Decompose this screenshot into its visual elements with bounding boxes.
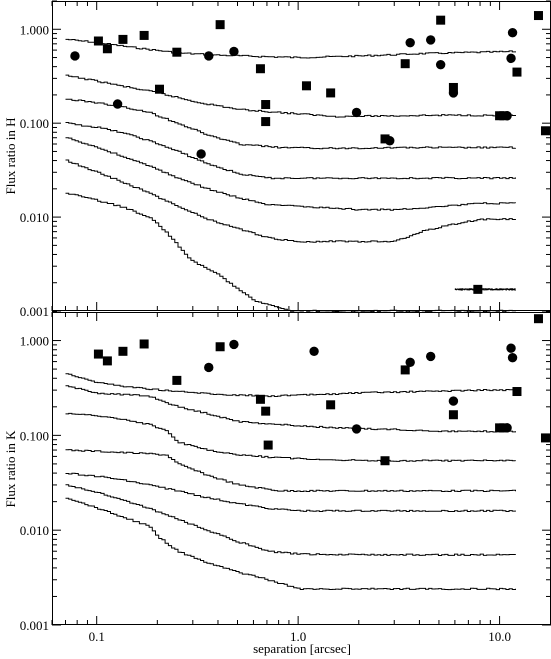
square-marker <box>540 433 550 443</box>
plot-layer: 0.001 0.010 0.100 1.000 0.001 0.010 0.100 1.000… <box>20 0 551 644</box>
panel-bottom: 0.001 0.010 0.100 1.000 0.1 1.0 10.0 <box>20 311 551 644</box>
circle-marker <box>425 351 436 362</box>
contrast-curve <box>65 137 516 211</box>
square-marker <box>436 15 446 25</box>
square-marker <box>255 64 265 74</box>
square-marker <box>154 84 164 94</box>
square-marker <box>448 410 458 420</box>
panel-top: 0.001 0.010 0.100 1.000 <box>20 0 551 319</box>
square-marker <box>301 81 311 91</box>
square-marker <box>263 440 273 450</box>
circle-marker <box>507 352 518 363</box>
square-marker <box>255 394 265 404</box>
square-marker <box>139 339 149 349</box>
plot-frame <box>52 1 551 311</box>
y-tick-label: 1.000 <box>20 334 49 349</box>
square-marker <box>512 67 522 77</box>
y-tick-label: 0.010 <box>20 210 49 225</box>
contrast-curve <box>65 74 516 118</box>
square-marker <box>172 47 182 57</box>
circle-marker <box>502 423 512 433</box>
square-marker <box>512 387 522 397</box>
circle-marker <box>204 51 214 61</box>
square-marker <box>400 365 410 375</box>
square-marker <box>215 342 225 352</box>
square-marker <box>326 400 336 410</box>
square-marker <box>261 406 271 416</box>
contrast-curve <box>65 373 516 398</box>
square-marker <box>261 100 271 110</box>
circle-marker <box>112 99 123 109</box>
circle-marker <box>70 51 80 61</box>
square-marker <box>215 20 225 30</box>
contrast-curve <box>65 484 516 556</box>
contrast-curve <box>65 38 516 59</box>
y-tick-label: 0.001 <box>20 304 49 319</box>
square-marker <box>380 456 390 466</box>
square-marker <box>118 34 128 44</box>
square-marker <box>102 356 112 366</box>
circle-marker <box>229 46 239 57</box>
bottom-panel-ylabel: Flux ratio in K <box>3 430 18 508</box>
contrast-curve <box>65 385 516 433</box>
circle-marker <box>506 343 516 353</box>
circle-marker <box>309 346 319 357</box>
contrast-curve <box>65 122 516 180</box>
square-marker <box>400 59 410 69</box>
x-tick-label: 0.1 <box>89 629 105 644</box>
plot-frame <box>52 312 551 625</box>
y-tick-label: 0.100 <box>20 116 49 131</box>
circle-marker <box>385 136 395 146</box>
square-marker <box>448 82 458 92</box>
square-marker <box>533 11 543 21</box>
contrast-curve <box>65 472 516 512</box>
circle-marker <box>229 339 239 350</box>
y-tick-label: 0.100 <box>20 428 49 443</box>
circle-marker <box>405 37 415 48</box>
circle-marker <box>351 424 362 434</box>
contrast-curve <box>65 159 516 243</box>
square-marker <box>261 117 271 127</box>
circle-marker <box>405 357 415 367</box>
contrast-curve <box>65 497 516 591</box>
square-marker <box>540 126 550 136</box>
contrast-curve <box>454 288 516 291</box>
x-tick-label: 10.0 <box>488 629 511 644</box>
circle-marker <box>448 396 459 406</box>
square-marker <box>326 88 336 98</box>
contrast-curve <box>65 98 516 150</box>
contrast-curve <box>65 449 516 492</box>
y-tick-label: 1.000 <box>20 22 49 37</box>
square-marker <box>102 44 112 54</box>
circle-marker <box>506 53 516 64</box>
circle-marker <box>351 107 362 118</box>
circle-marker <box>502 111 512 121</box>
contrast-curve <box>65 192 516 313</box>
circle-marker <box>507 27 518 38</box>
x-tick-label: 1.0 <box>290 629 306 644</box>
square-marker <box>380 134 390 144</box>
circle-marker <box>425 35 436 45</box>
circle-marker <box>204 362 214 373</box>
y-tick-label: 0.010 <box>20 523 49 538</box>
contrast-curve <box>65 412 516 462</box>
square-marker <box>93 349 103 359</box>
square-marker <box>139 30 149 40</box>
circle-marker <box>196 149 206 159</box>
x-axis-label: separation [arcsec] <box>253 641 351 656</box>
square-marker <box>93 36 103 46</box>
circle-marker <box>448 88 459 98</box>
square-marker <box>172 375 182 385</box>
y-tick-label: 0.001 <box>20 618 49 633</box>
square-marker <box>533 314 543 324</box>
circle-marker <box>435 59 446 70</box>
top-panel-ylabel: Flux ratio in H <box>3 118 18 195</box>
square-marker <box>473 284 483 294</box>
square-marker <box>118 346 128 356</box>
